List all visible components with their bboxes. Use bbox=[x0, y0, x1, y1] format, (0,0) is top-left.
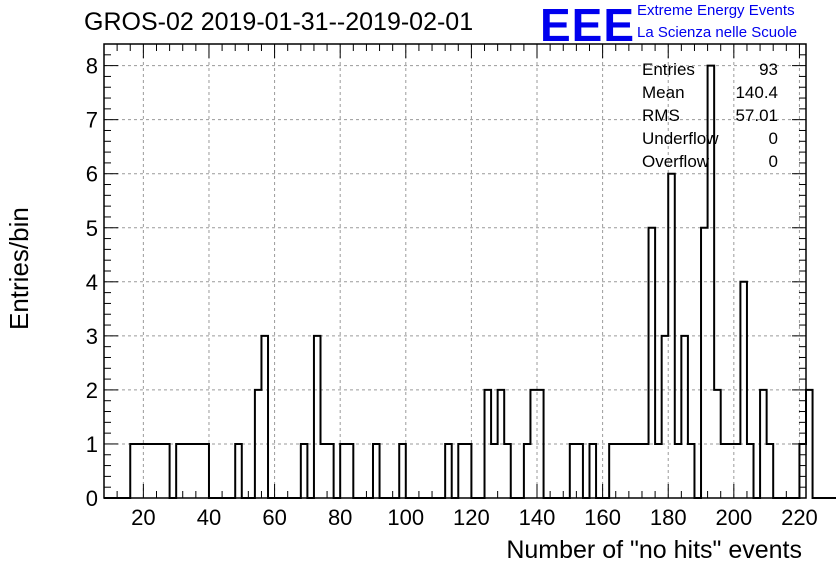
x-tick-label: 80 bbox=[328, 505, 352, 530]
y-tick-label: 8 bbox=[86, 54, 98, 79]
stats-label: RMS bbox=[642, 106, 680, 125]
stats-label: Underflow bbox=[642, 129, 719, 148]
x-tick-label: 180 bbox=[650, 505, 687, 530]
y-tick-label: 3 bbox=[86, 324, 98, 349]
x-axis-label: Number of "no hits" events bbox=[506, 536, 802, 564]
x-tick-label: 100 bbox=[387, 505, 424, 530]
stats-value: 93 bbox=[759, 60, 778, 79]
stats-value: 0 bbox=[768, 152, 778, 171]
y-tick-label: 2 bbox=[86, 378, 98, 403]
logo-line-1: Extreme Energy Events bbox=[637, 2, 795, 19]
chart-title: GROS-02 2019-01-31--2019-02-01 bbox=[84, 8, 474, 36]
stats-row-mean: Mean 140.4 bbox=[636, 83, 786, 106]
stats-value: 57.01 bbox=[735, 106, 778, 125]
x-tick-label: 120 bbox=[453, 505, 490, 530]
x-tick-label: 160 bbox=[584, 505, 621, 530]
y-tick-label: 6 bbox=[86, 162, 98, 187]
x-tick-label: 40 bbox=[197, 505, 221, 530]
x-tick-label: 20 bbox=[131, 505, 155, 530]
stats-row-entries: Entries 93 bbox=[636, 60, 786, 83]
y-tick-label: 1 bbox=[86, 432, 98, 457]
logo-line-2: La Scienza nelle Scuole bbox=[637, 24, 798, 41]
y-tick-label: 7 bbox=[86, 108, 98, 133]
y-axis-label: Entries/bin bbox=[4, 207, 34, 330]
y-tick-label: 0 bbox=[86, 486, 98, 511]
stats-value: 140.4 bbox=[735, 83, 778, 102]
stats-value: 0 bbox=[768, 129, 778, 148]
x-tick-label: 60 bbox=[262, 505, 286, 530]
x-tick-label: 140 bbox=[519, 505, 556, 530]
stats-row-overflow: Overflow 0 bbox=[636, 152, 786, 175]
y-tick-label: 5 bbox=[86, 216, 98, 241]
stats-label: Overflow bbox=[642, 152, 710, 171]
stats-box: Entries 93 Mean 140.4 RMS 57.01 Underflo… bbox=[636, 60, 786, 175]
stats-row-rms: RMS 57.01 bbox=[636, 106, 786, 129]
stats-label: Entries bbox=[642, 60, 695, 79]
x-tick-label: 200 bbox=[715, 505, 752, 530]
stats-label: Mean bbox=[642, 83, 685, 102]
eee-logo: EEE bbox=[540, 0, 636, 51]
y-tick-label: 4 bbox=[86, 270, 98, 295]
x-tick-label: 220 bbox=[781, 505, 818, 530]
stats-row-underflow: Underflow 0 bbox=[636, 129, 786, 152]
